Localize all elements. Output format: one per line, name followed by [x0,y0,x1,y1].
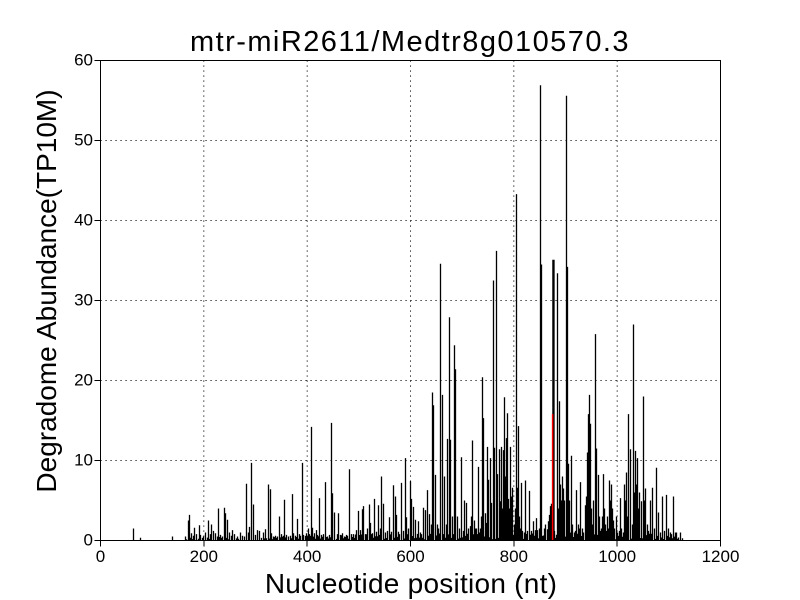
svg-text:1200: 1200 [702,547,740,566]
svg-text:mtr-miR2611/Medtr8g010570.3: mtr-miR2611/Medtr8g010570.3 [190,26,630,58]
svg-text:50: 50 [74,131,93,150]
svg-text:10: 10 [74,451,93,470]
svg-text:60: 60 [74,51,93,70]
svg-text:40: 40 [74,211,93,230]
svg-text:0: 0 [96,547,105,566]
svg-text:600: 600 [396,547,424,566]
svg-text:200: 200 [190,547,218,566]
svg-text:Degradome Abundance(TP10M): Degradome Abundance(TP10M) [31,89,62,492]
svg-text:0: 0 [84,531,93,550]
svg-text:20: 20 [74,371,93,390]
svg-text:1000: 1000 [598,547,636,566]
svg-text:800: 800 [500,547,528,566]
svg-text:400: 400 [293,547,321,566]
svg-text:30: 30 [74,291,93,310]
svg-text:Nucleotide position (nt): Nucleotide position (nt) [265,568,557,599]
